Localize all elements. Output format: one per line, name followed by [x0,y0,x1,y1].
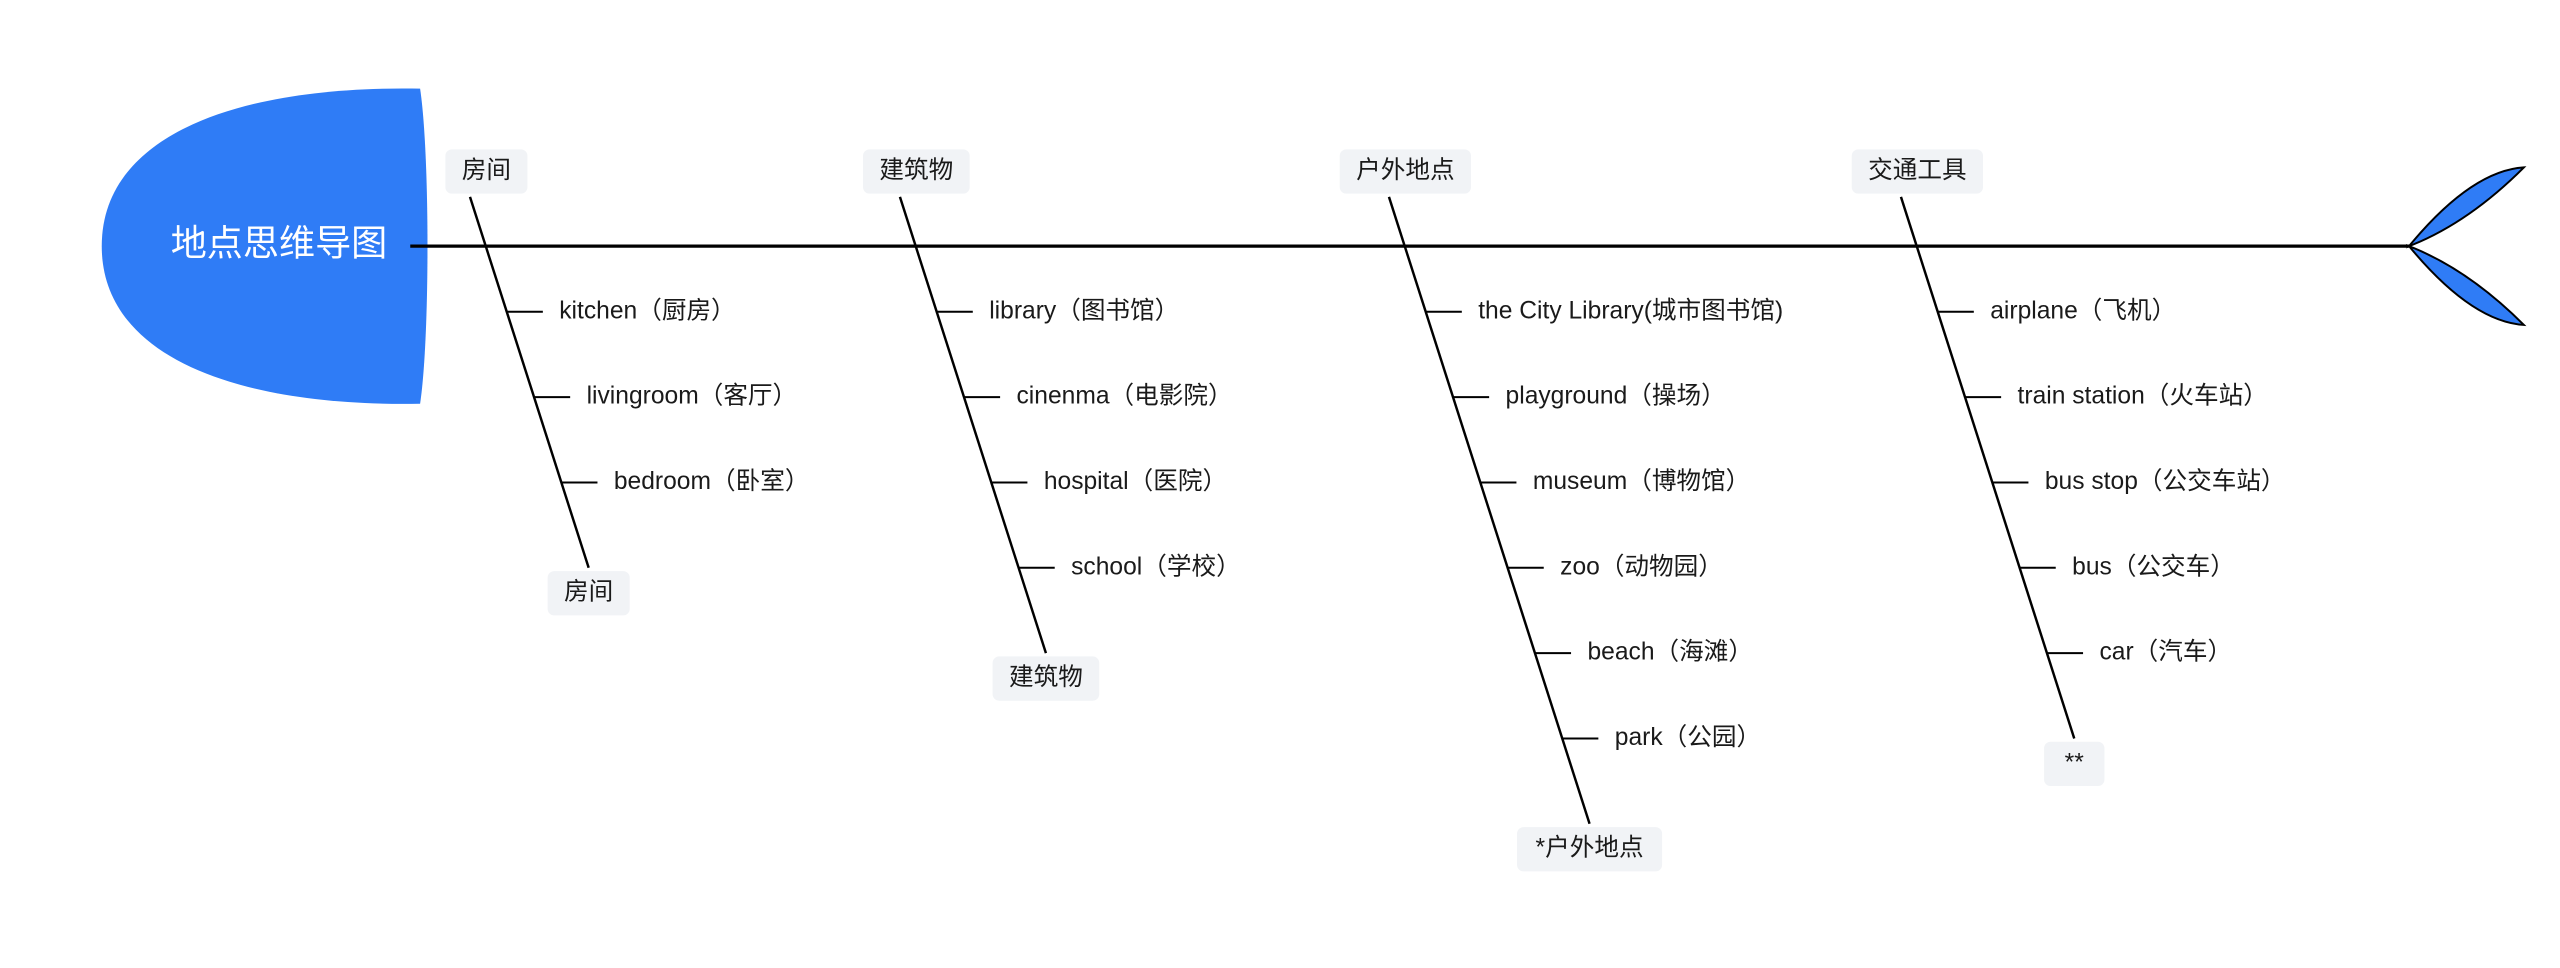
branch-1-item-2: hospital（医院） [1044,467,1227,495]
branch-2-bone [1405,246,1590,824]
branch-1-item-3: school（学校） [1071,552,1241,580]
fish-tail-lower [2409,246,2524,325]
branch-3-top-label-text: 交通工具 [1868,156,1966,184]
branch-2-item-1: playground（操场） [1506,382,1726,410]
head-title: 地点思维导图 [171,223,388,264]
branch-2-item-3: zoo（动物园） [1560,552,1723,580]
branch-3-item-0: airplane（飞机） [1990,296,2176,324]
branch-2-top-label-text: 户外地点 [1356,156,1454,184]
branch-0-top-label-text: 房间 [462,156,511,184]
branch-3-item-3: bus（公交车） [2072,552,2235,580]
branch-1-topstub [900,197,916,246]
branch-3-item-4: car（汽车） [2099,638,2232,666]
branch-0-item-2: bedroom（卧室） [614,467,810,495]
branch-0-bottom-label-text: 房间 [564,578,613,606]
branch-3-bottom-label-text: ** [2065,749,2085,776]
branch-2-bottom-label-text: *户外地点 [1536,834,1644,862]
branch-2-item-5: park（公园） [1615,723,1761,751]
branch-2-item-0: the City Library(城市图书馆) [1478,296,1783,324]
branch-3-item-2: bus stop（公交车站） [2045,467,2286,495]
branch-2-item-2: museum（博物馆） [1533,467,1750,495]
branch-0-bone [486,246,589,568]
branch-0-item-1: livingroom（客厅） [587,382,798,410]
branch-2-item-4: beach（海滩） [1587,638,1753,666]
fishbone-diagram: 地点思维导图房间kitchen（厨房）livingroom（客厅）bedroom… [0,0,2560,968]
branch-1-item-1: cinenma（电影院） [1017,382,1233,410]
branch-3-topstub [1901,197,1917,246]
branch-1-item-0: library（图书馆） [989,296,1179,324]
branch-3-item-1: train station（火车站） [2018,382,2268,410]
branch-1-top-label-text: 建筑物 [879,156,953,184]
branch-0-item-0: kitchen（厨房） [559,296,735,324]
branch-1-bottom-label-text: 建筑物 [1009,663,1083,691]
branch-2-topstub [1389,197,1405,246]
branch-0-topstub [470,197,486,246]
fish-tail-upper [2409,167,2524,246]
